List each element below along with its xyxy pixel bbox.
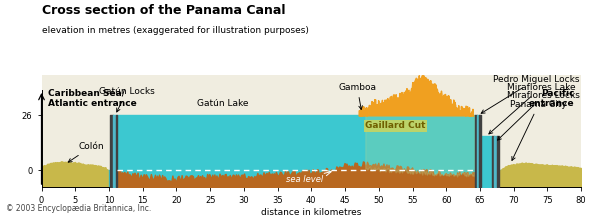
Text: Panama City: Panama City (511, 100, 567, 160)
Text: Cross section of the Panama Canal: Cross section of the Panama Canal (42, 4, 285, 17)
Text: Pacific
entrance: Pacific entrance (529, 89, 575, 108)
Text: Colón: Colón (68, 142, 104, 162)
Text: Caribbean Sea/
Atlantic entrance: Caribbean Sea/ Atlantic entrance (48, 89, 137, 108)
Text: elevation in metres (exaggerated for illustration purposes): elevation in metres (exaggerated for ill… (42, 26, 308, 35)
Text: Miraflores Lake: Miraflores Lake (489, 83, 576, 134)
Text: Miraflores Locks: Miraflores Locks (498, 91, 580, 140)
Text: Gatún Lake: Gatún Lake (197, 99, 248, 108)
Text: Gaillard Cut: Gaillard Cut (365, 121, 426, 130)
Text: Gatún Locks: Gatún Locks (99, 87, 155, 112)
Text: Gamboa: Gamboa (338, 83, 377, 109)
X-axis label: distance in kilometres: distance in kilometres (261, 208, 362, 215)
Text: © 2003 Encyclopædia Britannica, Inc.: © 2003 Encyclopædia Britannica, Inc. (6, 204, 151, 213)
Text: Pedro Miguel Locks: Pedro Miguel Locks (481, 75, 580, 113)
Text: sea level: sea level (286, 175, 323, 184)
